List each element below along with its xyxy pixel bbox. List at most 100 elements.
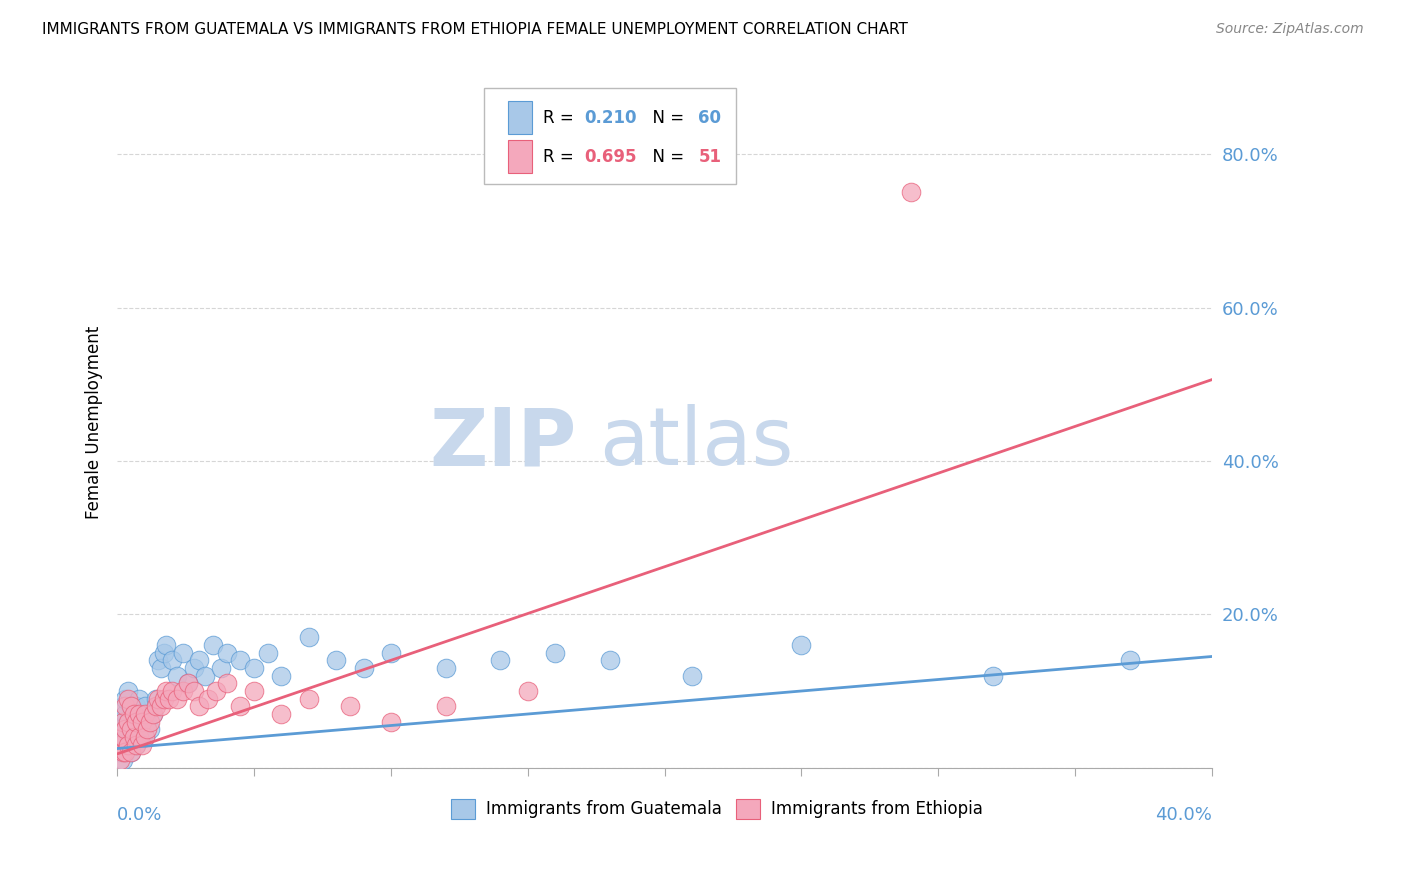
Point	[177, 676, 200, 690]
Point	[270, 706, 292, 721]
Point	[256, 646, 278, 660]
Text: R =: R =	[543, 148, 579, 166]
Point	[790, 638, 813, 652]
Point	[120, 699, 142, 714]
Point	[125, 699, 148, 714]
Point	[149, 699, 172, 714]
Point	[111, 753, 134, 767]
Point	[544, 646, 567, 660]
Point	[136, 714, 159, 729]
Point	[155, 638, 177, 652]
Point	[183, 661, 205, 675]
Text: N =: N =	[641, 148, 689, 166]
Point	[108, 738, 131, 752]
Point	[125, 738, 148, 752]
Point	[188, 699, 211, 714]
Point	[155, 684, 177, 698]
Point	[209, 661, 232, 675]
Text: ZIP: ZIP	[430, 404, 576, 483]
Point	[270, 668, 292, 682]
Y-axis label: Female Unemployment: Female Unemployment	[86, 326, 103, 519]
Point	[134, 730, 156, 744]
Text: Immigrants from Guatemala: Immigrants from Guatemala	[486, 800, 723, 818]
Point	[434, 661, 457, 675]
Point	[229, 653, 252, 667]
Point	[128, 691, 150, 706]
Point	[142, 706, 165, 721]
FancyBboxPatch shape	[484, 87, 735, 185]
Point	[139, 714, 162, 729]
Point	[243, 661, 266, 675]
Point	[900, 186, 922, 200]
Point	[120, 745, 142, 759]
Point	[380, 646, 402, 660]
Point	[111, 730, 134, 744]
Point	[134, 699, 156, 714]
Point	[131, 714, 153, 729]
Point	[122, 706, 145, 721]
Point	[117, 714, 139, 729]
Point	[122, 730, 145, 744]
Text: 51: 51	[699, 148, 721, 166]
Point	[188, 653, 211, 667]
Text: 0.210: 0.210	[585, 109, 637, 127]
Point	[215, 676, 238, 690]
Point	[183, 684, 205, 698]
Point	[434, 699, 457, 714]
Point	[122, 730, 145, 744]
Point	[114, 723, 136, 737]
Point	[145, 691, 167, 706]
Point	[134, 706, 156, 721]
Point	[125, 738, 148, 752]
Text: R =: R =	[543, 109, 579, 127]
Point	[139, 723, 162, 737]
Point	[166, 668, 188, 682]
Point	[152, 646, 174, 660]
Point	[149, 661, 172, 675]
Point	[339, 699, 361, 714]
Point	[1119, 653, 1142, 667]
Text: 60: 60	[699, 109, 721, 127]
Point	[108, 753, 131, 767]
Point	[111, 699, 134, 714]
Point	[215, 646, 238, 660]
Point	[120, 745, 142, 759]
Point	[599, 653, 621, 667]
Text: atlas: atlas	[599, 404, 793, 483]
Point	[108, 723, 131, 737]
Point	[243, 684, 266, 698]
Point	[516, 684, 538, 698]
Point	[131, 738, 153, 752]
Point	[194, 668, 217, 682]
Point	[681, 668, 703, 682]
Point	[172, 646, 194, 660]
Point	[134, 730, 156, 744]
Point	[128, 706, 150, 721]
Point	[114, 723, 136, 737]
Point	[380, 714, 402, 729]
Point	[197, 691, 219, 706]
Point	[117, 738, 139, 752]
Point	[229, 699, 252, 714]
Point	[145, 699, 167, 714]
Point	[981, 668, 1004, 682]
FancyBboxPatch shape	[508, 140, 531, 173]
FancyBboxPatch shape	[735, 798, 759, 820]
Point	[204, 684, 226, 698]
Point	[114, 691, 136, 706]
Point	[108, 738, 131, 752]
Point	[111, 714, 134, 729]
Point	[122, 706, 145, 721]
Point	[117, 714, 139, 729]
Point	[177, 676, 200, 690]
Point	[325, 653, 347, 667]
Point	[160, 653, 183, 667]
FancyBboxPatch shape	[508, 102, 531, 135]
Point	[117, 691, 139, 706]
Point	[353, 661, 375, 675]
Point	[114, 706, 136, 721]
Point	[152, 691, 174, 706]
Point	[125, 714, 148, 729]
Point	[120, 723, 142, 737]
Text: 0.0%: 0.0%	[117, 805, 163, 823]
